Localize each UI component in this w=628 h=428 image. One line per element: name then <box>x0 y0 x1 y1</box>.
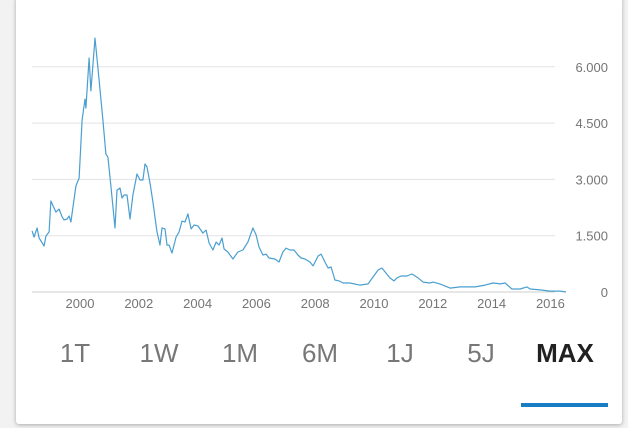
y-tick-label: 6.000 <box>575 60 608 75</box>
x-tick-label: 2004 <box>183 296 212 311</box>
y-tick-label: 4.500 <box>575 116 608 131</box>
x-tick-label: 2008 <box>301 296 330 311</box>
tab-6m[interactable]: 6M <box>301 338 339 368</box>
x-tick-label: 2010 <box>360 296 389 311</box>
x-tick-label: 2000 <box>66 296 95 311</box>
tab-max[interactable]: MAX <box>536 338 594 368</box>
tab-1j[interactable]: 1J <box>386 338 414 368</box>
tab-5j[interactable]: 5J <box>467 338 495 368</box>
tab-1t[interactable]: 1T <box>59 338 91 368</box>
x-tick-label: 2006 <box>242 296 271 311</box>
x-tick-label: 2002 <box>124 296 153 311</box>
x-tick-label: 2016 <box>536 296 565 311</box>
range-tabs: 1T 1W 1M 6M 1J 5J MAX <box>0 338 628 378</box>
price-chart: 0 1.500 3.000 4.500 6.000 2000 2002 2004 2006 200… <box>31 37 608 311</box>
tab-1w[interactable]: 1W <box>139 338 179 368</box>
y-tick-label: 0 <box>601 285 608 300</box>
y-tick-label: 3.000 <box>575 172 608 187</box>
active-tab-indicator <box>521 403 608 407</box>
price-line <box>31 37 567 293</box>
x-tick-label: 2014 <box>477 296 506 311</box>
y-tick-label: 1.500 <box>575 229 608 244</box>
chart-card <box>16 0 622 424</box>
x-tick-label: 2012 <box>418 296 447 311</box>
tab-1m[interactable]: 1M <box>221 338 259 368</box>
